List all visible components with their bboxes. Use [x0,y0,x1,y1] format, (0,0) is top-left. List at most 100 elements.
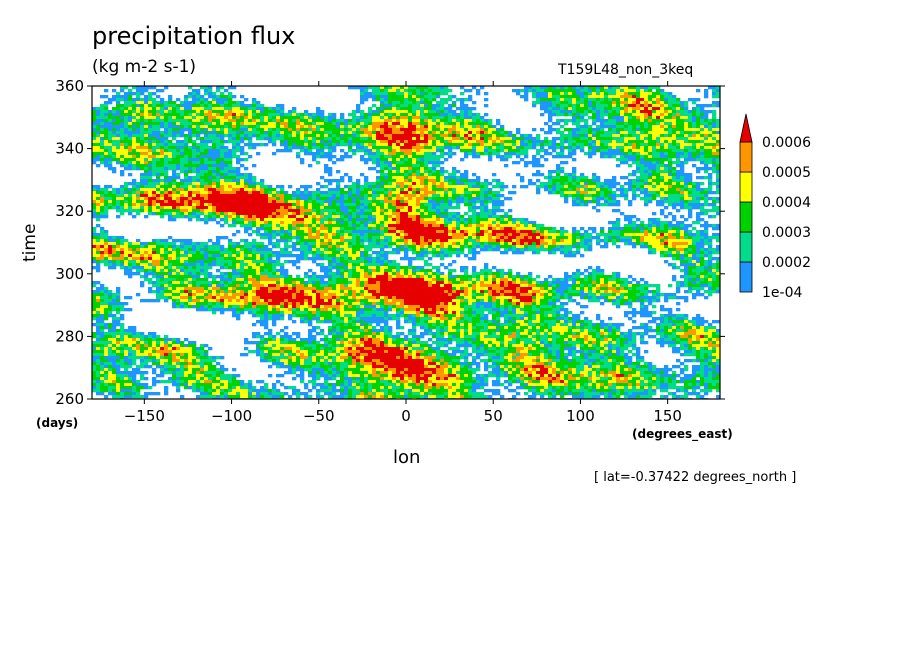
field-cell [640,116,645,120]
field-cell [368,152,373,156]
field-cell [224,167,229,171]
field-cell [164,146,169,150]
field-cell [716,137,720,141]
field-cell [216,182,221,186]
field-cell [588,125,593,129]
field-cell [228,155,233,159]
field-cell [144,209,149,213]
field-cell [224,131,229,135]
field-cell [636,185,641,189]
field-cell [112,194,117,198]
field-cell [368,188,373,192]
field-cell [376,125,381,129]
field-cell [168,119,173,123]
field-cell [160,134,165,138]
field-cell [500,146,505,150]
field-cell [116,140,121,144]
field-cell [660,104,665,108]
field-cell [640,170,645,174]
field-cell [428,173,433,177]
field-cell [404,98,409,102]
field-cell [268,128,273,132]
field-cell [240,107,245,111]
field-cell [628,146,633,150]
field-cell [472,143,477,147]
field-cell [420,212,425,216]
field-cell [320,206,325,210]
field-cell [156,110,161,114]
field-cell [476,116,481,120]
field-cell [140,116,145,120]
field-cell [240,128,245,132]
field-cell [224,89,229,93]
field-cell [496,179,501,183]
field-cell [124,104,129,108]
field-cell [208,206,213,210]
field-cell [684,122,689,126]
field-cell [156,119,161,123]
field-cell [524,140,529,144]
field-cell [248,119,253,123]
field-cell [468,131,473,135]
field-cell [316,155,321,159]
field-cell [164,134,169,138]
field-cell [644,125,649,129]
field-cell [156,194,161,198]
field-cell [528,161,533,165]
field-cell [676,203,681,207]
field-cell [132,164,137,168]
field-cell [280,212,285,216]
field-cell [196,158,201,162]
field-cell [168,179,173,183]
field-cell [592,185,597,189]
field-cell [388,164,393,168]
field-cell [436,185,441,189]
field-cell [200,182,205,186]
field-cell [444,200,449,204]
field-cell [232,143,237,147]
field-cell [496,122,501,126]
field-cell [624,131,629,135]
field-cell [188,122,193,126]
field-cell [488,143,493,147]
field-cell [368,122,373,126]
field-cell [612,110,617,114]
field-cell [556,113,561,117]
field-cell [656,176,661,180]
field-cell [448,146,453,150]
field-cell [552,89,557,93]
field-cell [152,125,157,129]
field-cell [168,149,173,153]
field-cell [416,143,421,147]
field-cell [404,209,409,213]
field-cell [280,128,285,132]
field-cell [284,116,289,120]
field-cell [236,170,241,174]
field-cell [416,167,421,171]
field-cell [408,191,413,195]
field-cell [552,86,557,90]
run-label: T159L48_non_3keq [558,62,694,78]
field-cell [92,185,97,189]
field-cell [140,194,145,198]
field-cell [204,92,209,96]
field-cell [476,89,481,93]
field-cell [436,212,441,216]
field-cell [420,116,425,120]
field-cell [348,209,353,213]
field-cell [524,164,529,168]
field-cell [688,131,693,135]
field-cell [240,185,245,189]
field-cell [412,209,417,213]
field-cell [136,119,141,123]
field-cell [200,203,205,207]
field-cell [168,131,173,135]
field-cell [156,131,161,135]
field-cell [588,182,593,186]
field-cell [684,182,689,186]
field-cell [304,191,309,195]
field-cell [408,155,413,159]
field-cell [308,164,313,168]
field-cell [472,200,477,204]
field-cell [436,200,441,204]
